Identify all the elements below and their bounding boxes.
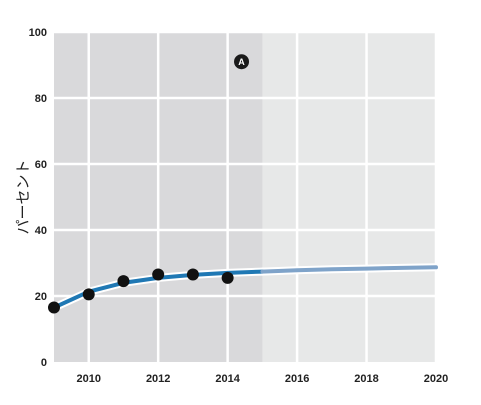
x-tick-label-2020: 2020	[424, 373, 448, 385]
x-tick-label-2012: 2012	[146, 373, 170, 385]
annotation-marker: A	[234, 54, 250, 70]
gridlines	[54, 30, 438, 362]
data-point-2012	[152, 268, 165, 281]
y-tick-label-40: 40	[35, 225, 47, 237]
y-axis-title: パーセント	[14, 159, 32, 234]
x-tick-label-2014: 2014	[215, 373, 240, 385]
y-tick-label-0: 0	[41, 357, 47, 369]
data-points	[48, 268, 234, 314]
annotation-circle	[234, 54, 250, 70]
data-point-2011	[117, 275, 130, 288]
x-tick-label-2016: 2016	[285, 373, 309, 385]
data-point-2009	[48, 301, 60, 314]
data-point-2013	[186, 268, 199, 281]
x-tick-labels: 2010 2012 2014 2016 2018 2020	[76, 373, 448, 385]
y-tick-labels: 0 20 40 60 80 100	[29, 27, 47, 369]
y-tick-label-60: 60	[35, 159, 47, 171]
series-line-projected	[260, 265, 438, 274]
data-point-2014	[221, 271, 234, 284]
annotation-label: A	[238, 57, 245, 67]
y-tick-label-80: 80	[35, 93, 47, 105]
x-tick-label-2018: 2018	[354, 373, 378, 385]
y-tick-label-100: 100	[29, 27, 47, 39]
data-point-2010	[82, 288, 95, 301]
y-tick-label-20: 20	[35, 291, 47, 303]
x-tick-label-2010: 2010	[76, 373, 100, 385]
